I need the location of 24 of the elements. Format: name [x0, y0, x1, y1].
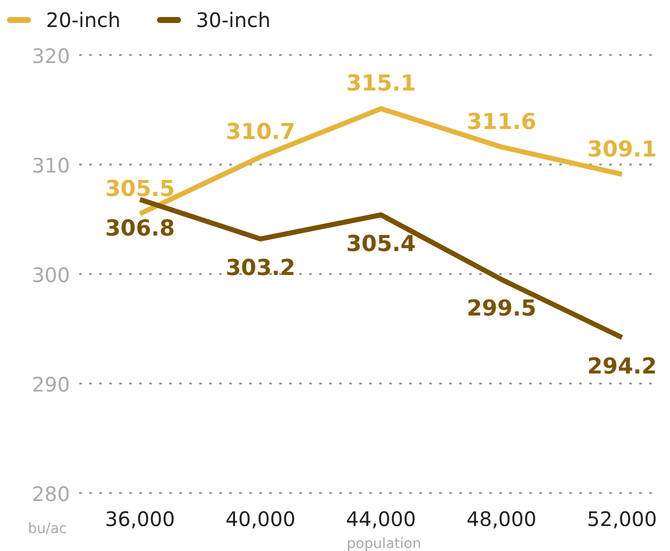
data-label: 305.4 — [346, 232, 416, 257]
x-tick-label: 52,000 — [587, 507, 657, 531]
data-label: 306.8 — [105, 216, 175, 242]
data-label: 315.1 — [346, 72, 416, 97]
data-label: 311.6 — [466, 110, 536, 135]
data-label: 310.7 — [226, 120, 296, 145]
legend-label: 30-inch — [196, 8, 271, 32]
data-label: 294.2 — [587, 354, 657, 380]
y-tick-label: 290 — [32, 372, 70, 396]
legend-label: 20-inch — [46, 8, 121, 32]
x-axis-title: population — [346, 536, 422, 551]
data-label: 305.5 — [105, 176, 175, 202]
y-tick-label: 310 — [32, 154, 70, 178]
x-tick-label: 44,000 — [346, 507, 416, 531]
x-tick-label: 40,000 — [226, 507, 296, 531]
y-axis-title: bu/ac — [28, 521, 67, 537]
data-label: 299.5 — [466, 296, 536, 322]
y-tick-label: 280 — [32, 482, 70, 506]
y-tick-label: 300 — [32, 263, 70, 287]
x-tick-label: 48,000 — [466, 507, 536, 531]
data-label: 303.2 — [226, 256, 296, 281]
x-tick-label: 36,000 — [105, 507, 175, 531]
y-tick-label: 320 — [32, 44, 70, 68]
data-label: 309.1 — [587, 137, 657, 162]
